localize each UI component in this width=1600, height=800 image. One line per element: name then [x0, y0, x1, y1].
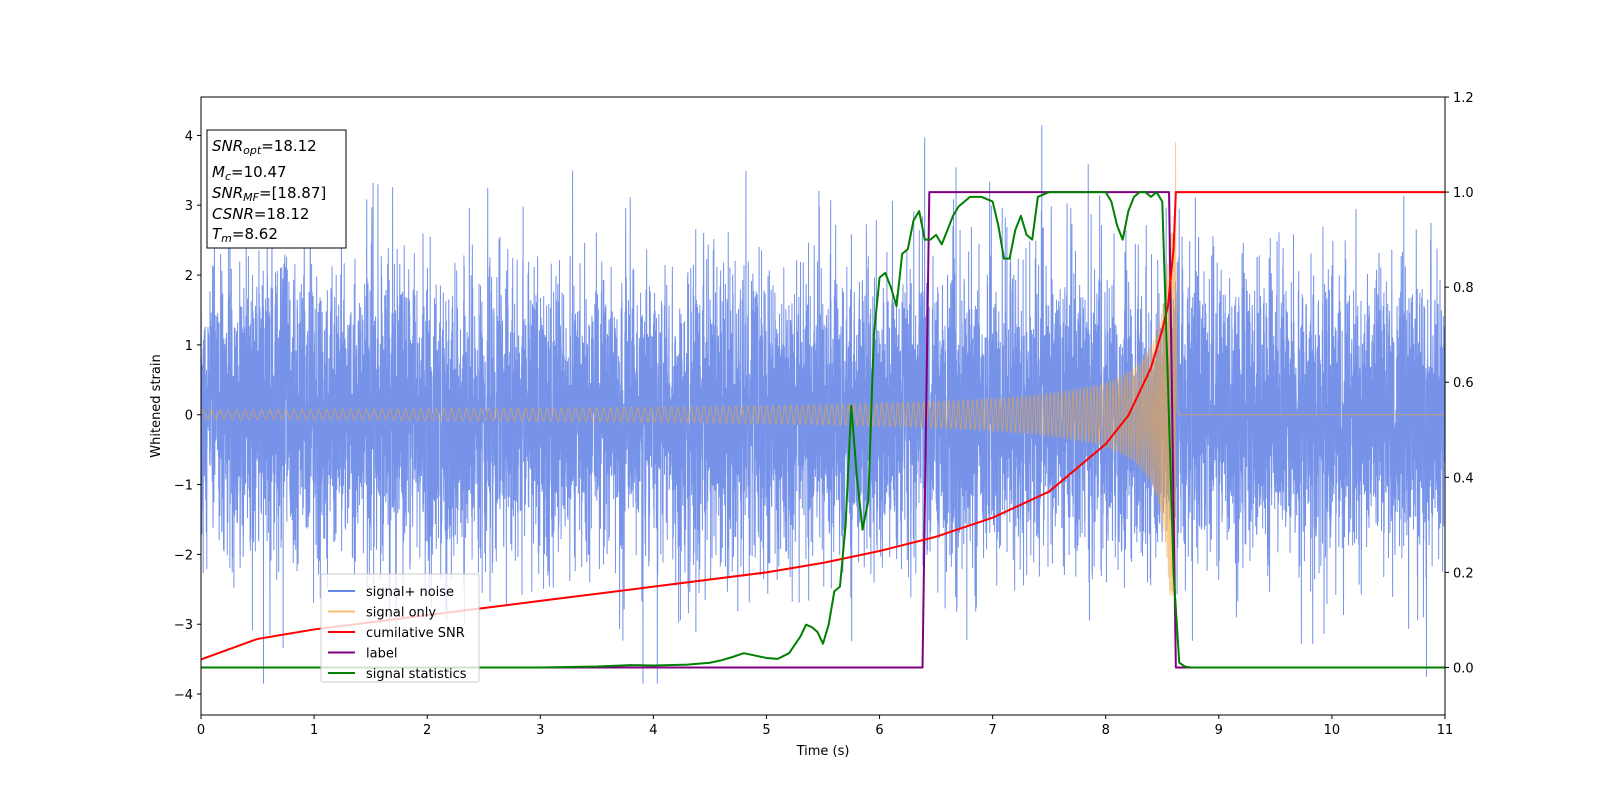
- y2-tick-label: 0.0: [1453, 661, 1474, 676]
- x-tick-label: 8: [1102, 723, 1110, 738]
- y-tick-label: 3: [185, 199, 193, 214]
- x-tick-label: 9: [1215, 723, 1223, 738]
- annotation-snr-mf: SNRMF=[18.87]: [212, 184, 326, 204]
- series-signal-noise-legend-label: signal+ noise: [366, 585, 454, 600]
- annotation-mc: Mc=10.47: [212, 163, 287, 183]
- x-tick-label: 2: [423, 723, 431, 738]
- x-tick-label: 1: [310, 723, 318, 738]
- series-cumulative-snr-legend-label: cumilative SNR: [366, 626, 465, 641]
- annotation-csnr: CSNR=18.12: [212, 205, 309, 223]
- plot-frame: [200, 96, 1446, 716]
- annotation-snr-opt: SNRopt=18.12: [212, 137, 317, 157]
- series-signal-only-line: [201, 142, 1445, 596]
- y-tick-label: 2: [185, 269, 193, 284]
- y-axis-right: 0.0 0.2 0.4 0.6 0.8 1.0 1.2: [1445, 91, 1474, 676]
- series-signal-only-legend-label: signal only: [366, 606, 436, 621]
- annotation-tm: Tm=8.62: [212, 225, 278, 245]
- series-signal-noise-line: [201, 125, 1445, 684]
- y-axis-left: −4 −3 −2 −1 0 1 2 3 4: [174, 129, 201, 703]
- y-tick-label: −4: [174, 688, 193, 703]
- y2-tick-label: 0.8: [1453, 281, 1474, 296]
- y2-tick-label: 1.2: [1453, 91, 1474, 106]
- y2-tick-label: 0.4: [1453, 471, 1474, 486]
- y-tick-label: −2: [174, 548, 193, 563]
- series-signal-statistics-line: [201, 191, 1445, 669]
- x-tick-label: 6: [875, 723, 883, 738]
- x-axis: 0 1 2 3 4 5 6 7 8 9 10 11: [197, 715, 1453, 738]
- x-tick-label: 0: [197, 723, 205, 738]
- y2-tick-label: 1.0: [1453, 186, 1474, 201]
- x-tick-label: 7: [988, 723, 996, 738]
- x-tick-label: 3: [536, 723, 544, 738]
- series-signal-statistics-legend-label: signal statistics: [366, 667, 467, 682]
- x-tick-label: 4: [649, 723, 657, 738]
- legend: signal+ noise signal only cumilative SNR la…: [320, 573, 480, 683]
- y-tick-label: −3: [174, 618, 193, 633]
- y-tick-label: 0: [185, 409, 193, 424]
- x-tick-label: 5: [762, 723, 770, 738]
- x-axis-label: Time (s): [796, 744, 850, 759]
- y2-tick-label: 0.6: [1453, 376, 1474, 391]
- annotation-box: SNRopt=18.12 Mc=10.47 SNRMF=[18.87] CSNR…: [206, 129, 347, 249]
- y-tick-label: 4: [185, 129, 193, 144]
- y-axis-label: Whitened strain: [149, 354, 164, 457]
- y-tick-label: 1: [185, 339, 193, 354]
- x-tick-label: 10: [1324, 723, 1341, 738]
- y-tick-label: −1: [174, 479, 193, 494]
- series-label-legend-label: label: [366, 647, 397, 662]
- x-tick-label: 11: [1437, 723, 1454, 738]
- y2-tick-label: 0.2: [1453, 566, 1474, 581]
